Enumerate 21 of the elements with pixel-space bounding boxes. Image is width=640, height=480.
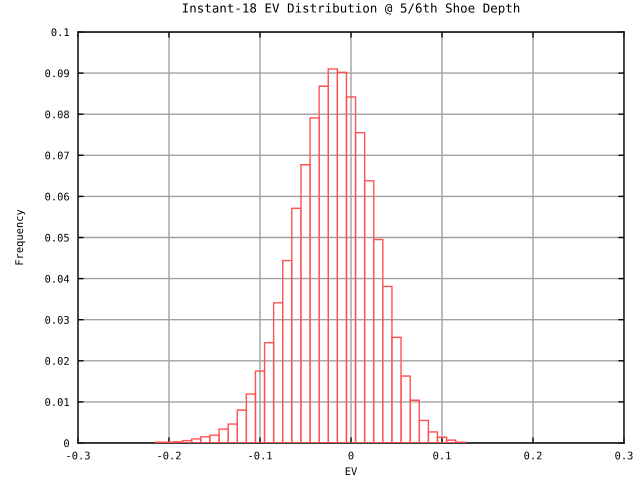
y-tick-label: 0.08 [45, 110, 69, 118]
y-tick-label: 0.04 [45, 274, 70, 283]
x-tick-label: 0.3 [615, 452, 633, 460]
y-tick-label: 0.03 [45, 316, 69, 324]
x-tick-label: 0.2 [524, 452, 542, 460]
y-tick-label: 0.01 [45, 398, 69, 406]
y-tick-label: 0.09 [45, 69, 69, 78]
x-tick-label: 0.1 [433, 452, 451, 460]
x-axis-title: EV [346, 467, 357, 475]
y-tick-label: 0.02 [45, 357, 69, 365]
x-tick-label: -0.2 [158, 452, 181, 460]
y-tick-label: 0 [64, 439, 69, 448]
chart-title: Instant-18 EV Distribution @ 5/6th Shoe Depth [182, 3, 520, 16]
y-tick-label: 0.1 [52, 28, 69, 36]
x-tick-label: -0.3 [67, 452, 90, 460]
y-tick-label: 0.07 [45, 152, 69, 160]
y-axis-title: Frequency [15, 210, 26, 265]
x-tick-label: 0 [348, 452, 354, 460]
y-tick-label: 0.06 [45, 192, 69, 201]
y-tick-label: 0.05 [45, 234, 69, 242]
x-tick-label: -0.1 [249, 452, 272, 460]
